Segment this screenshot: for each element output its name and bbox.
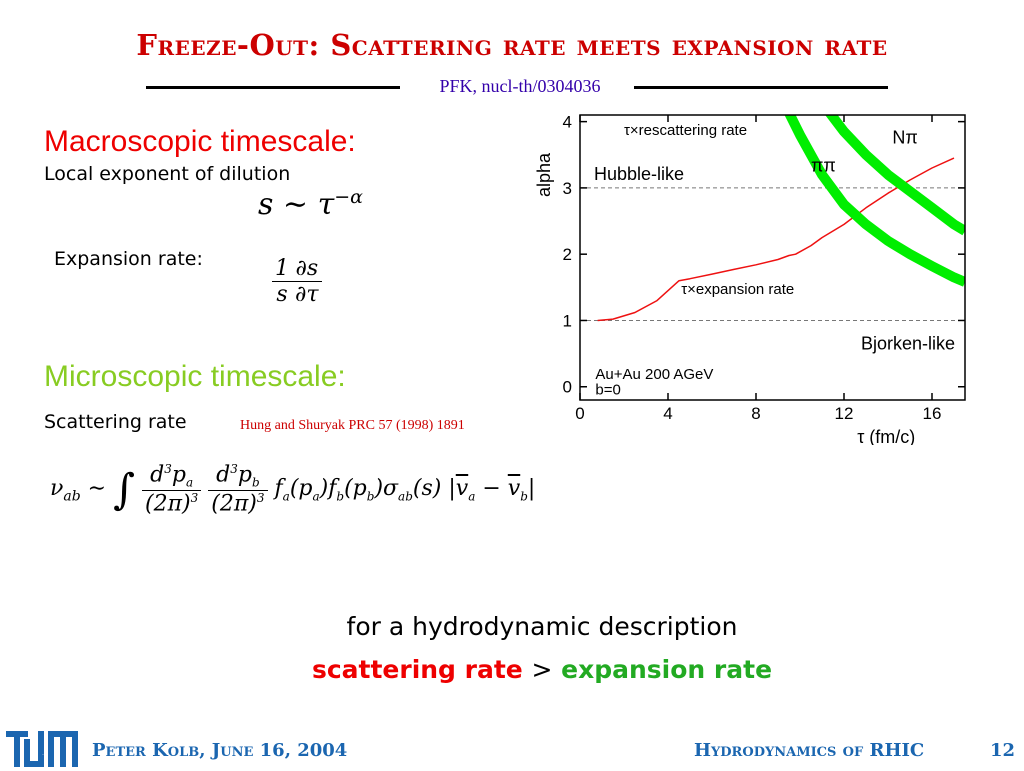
macro-heading: Macroscopic timescale: xyxy=(44,125,356,158)
series-line-0 xyxy=(597,157,955,322)
tum-logo-icon: TUM xyxy=(6,731,78,767)
scattering-label: Scattering rate xyxy=(44,411,187,433)
n-pi-annotation: Nπ xyxy=(892,128,917,148)
conclusion-scattering: scattering rate xyxy=(311,655,523,684)
tum-logo: TUM xyxy=(6,731,78,771)
conclusion-expansion: expansion rate xyxy=(561,655,773,684)
x-tick-label-0: 0 xyxy=(575,404,584,423)
impact-annotation: b=0 xyxy=(595,382,620,399)
tum-logo-text: TUM xyxy=(42,754,44,756)
slide-title: Freeze-Out: Scattering rate meets expans… xyxy=(136,28,888,62)
hubble-like-label: Hubble-like xyxy=(594,164,684,184)
x-tick-label-8: 8 xyxy=(751,404,760,423)
expansion-label: Expansion rate: xyxy=(54,248,203,270)
scattering-formula: νab ∼ ∫ d3pa (2π)3 d3pb (2π)3 fa(pa)fb(pb)… xyxy=(50,462,536,517)
y-tick-label-4: 4 xyxy=(563,113,572,132)
citation: Hung and Shuryak PRC 57 (1998) 1891 xyxy=(240,418,465,433)
dilution-formula: s ∼ τ−α xyxy=(258,186,363,222)
paper-reference: PFK, nucl-th/0304036 xyxy=(439,76,601,96)
title-rule-right xyxy=(634,86,888,89)
system-annotation: Au+Au 200 AGeV xyxy=(595,366,713,383)
footer-talk: Hydrodynamics of RHIC xyxy=(694,740,925,761)
x-tick-label-4: 4 xyxy=(663,404,672,423)
conclusion-gt: > xyxy=(531,655,553,684)
x-axis-label: τ (fm/c) xyxy=(857,427,915,445)
footer-author: Peter Kolb, June 16, 2004 xyxy=(92,740,348,761)
series-line-2 xyxy=(784,115,965,287)
series-line-1 xyxy=(825,115,965,236)
rescattering-annotation: τ×rescattering rate xyxy=(624,122,747,139)
y-axis-label: alpha xyxy=(534,152,554,197)
x-tick-label-16: 16 xyxy=(923,404,942,423)
plot-frame xyxy=(579,114,966,401)
bjorken-like-label: Bjorken-like xyxy=(861,333,955,353)
y-tick-label-2: 2 xyxy=(563,245,572,264)
y-tick-label-3: 3 xyxy=(563,179,572,198)
y-tick-label-1: 1 xyxy=(563,311,572,330)
expansion-formula: 1 s ∂s ∂τ xyxy=(272,256,322,307)
expansion-annotation: τ×expansion rate xyxy=(681,281,794,298)
x-tick-label-12: 12 xyxy=(835,404,854,423)
title-rule-left xyxy=(146,86,400,89)
conclusion-line-1: for a hydrodynamic description xyxy=(346,612,738,641)
macro-text: Local exponent of dilution xyxy=(44,163,291,185)
series-group xyxy=(597,115,965,322)
pi-pi-annotation: ππ xyxy=(811,155,836,175)
y-tick-label-0: 0 xyxy=(563,378,572,397)
micro-heading: Microscopic timescale: xyxy=(44,360,346,393)
conclusion-line-2: scattering rate > expansion rate xyxy=(0,655,1024,684)
footer-page: 12 xyxy=(990,740,1016,761)
